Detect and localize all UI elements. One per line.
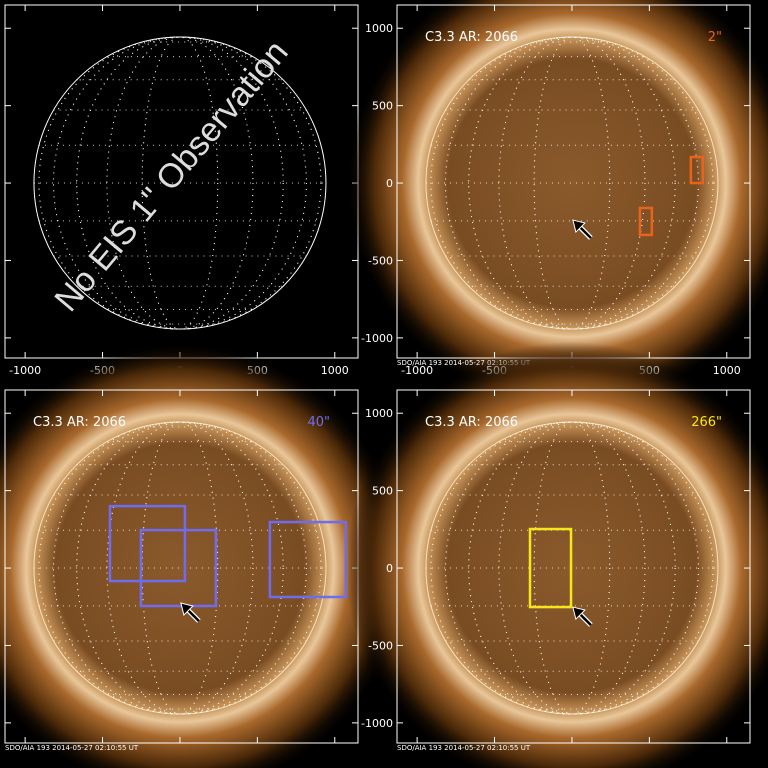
panel-label: C3.3 AR: 2066 [425,30,518,45]
panel-label: C3.3 AR: 2066 [33,415,126,430]
x-tick-label: -1000 [9,364,41,377]
y-tick-label: 500 [372,100,393,113]
raster-box [268,520,348,599]
grid-meridian [38,36,322,330]
grid-meridian [38,421,322,715]
grid-meridian [53,36,307,330]
raster-box [108,504,187,583]
grid-meridian [106,421,254,715]
grid-meridian [430,36,714,330]
grid-meridian [430,421,714,715]
grid-meridian [53,421,307,715]
x-tick-label: -1000 [401,364,433,377]
panel-label: C3.3 AR: 2066 [425,415,518,430]
footer: SDO/AIA 193 2014-05-27 02:10:55 UT [397,744,531,752]
grid-meridian [76,421,284,715]
y-tick-label: 1000 [365,22,393,35]
scale-label: 40" [307,415,330,430]
grid-meridian [445,421,699,715]
raster-box [638,206,654,237]
grid-meridian [76,36,284,330]
scale-label: 2" [708,30,722,45]
flare-arrow [180,602,201,623]
x-tick-label: 1000 [713,364,741,377]
grid-meridian [141,421,219,715]
x-tick-label: 1000 [321,364,349,377]
corona [345,341,768,768]
grid-meridian [533,421,611,715]
grid-meridian [468,421,676,715]
grid-meridian [468,36,676,330]
y-tick-label: -500 [368,639,393,652]
grid-meridian [106,36,254,330]
y-tick-label: 500 [372,485,393,498]
raster-box [689,155,705,185]
grid-meridian [533,36,611,330]
y-tick-label: -500 [368,254,393,267]
y-tick-label: 0 [386,177,393,190]
y-tick-label: 1000 [365,407,393,420]
panel: C3.3 AR: 2066 40" SDO/AIA 193 2014-05-27 0… [0,341,407,768]
raster-box [528,527,573,609]
arrow-head [572,219,586,234]
axes-frame [396,389,751,744]
grid-meridian [498,36,646,330]
panel: -1000 -500 0 500 1000 C3.3 AR: 2066 266" SDO/AI… [345,341,768,768]
y-tick-label: 0 [386,562,393,575]
y-tick-label: -1000 [361,717,393,730]
grid-meridian [498,421,646,715]
raster-box [139,528,218,608]
scale-label: 266" [691,415,722,430]
grid-meridian [141,36,219,330]
corona [0,341,407,768]
footer: SDO/AIA 193 2014-05-27 02:10:55 UT [397,359,531,367]
footer: SDO/AIA 193 2014-05-27 02:10:55 UT [5,744,139,752]
flare-arrow [572,606,593,627]
y-tick-label: -1000 [361,332,393,345]
arrow-head [572,606,586,621]
arrow-head [180,602,194,617]
flare-arrow [572,219,593,240]
corona [345,0,768,410]
